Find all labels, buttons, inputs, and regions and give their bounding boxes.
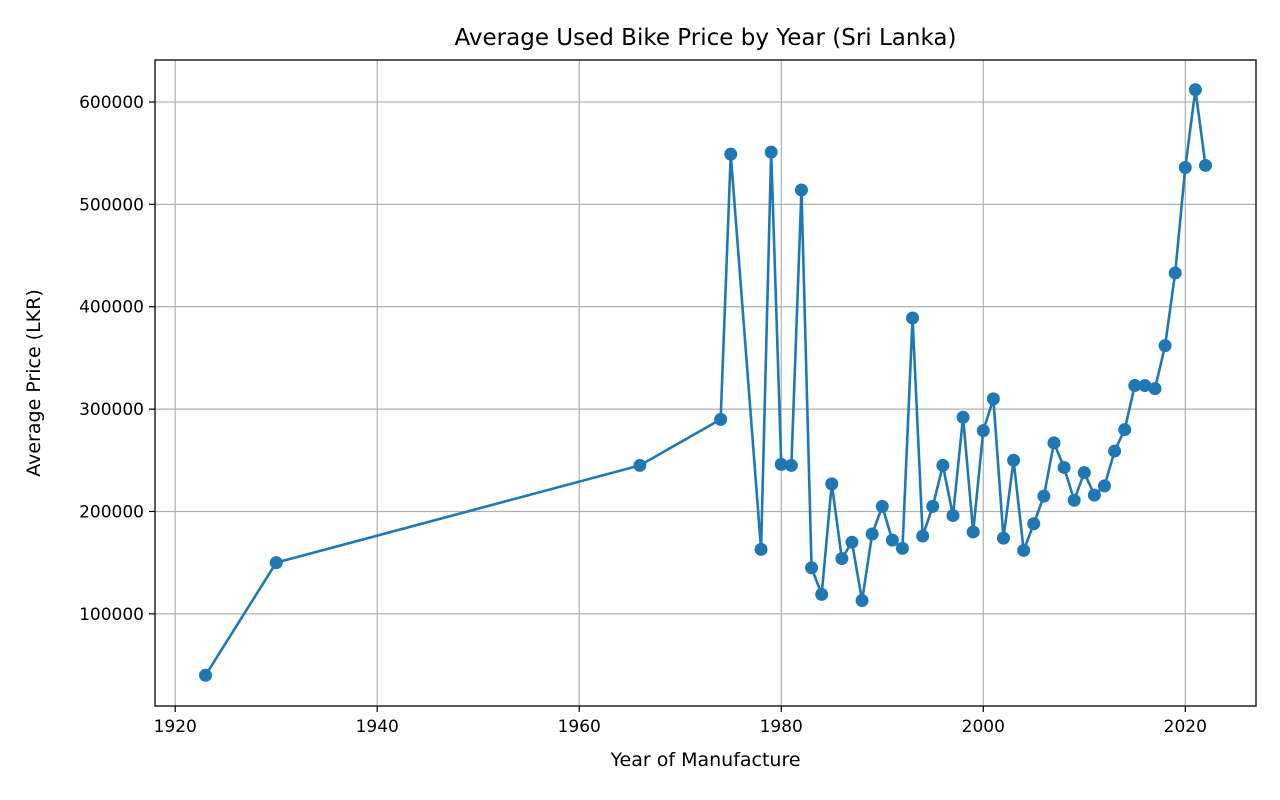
data-point: [1158, 339, 1172, 353]
data-point: [1037, 489, 1051, 503]
x-tick-label: 2000: [962, 717, 1005, 737]
data-point: [754, 542, 768, 556]
data-point: [714, 412, 728, 426]
data-point: [1097, 479, 1111, 493]
data-point: [1047, 436, 1061, 450]
data-point: [916, 529, 930, 543]
data-point: [996, 531, 1010, 545]
data-point: [885, 533, 899, 547]
y-tick-label: 400000: [79, 298, 144, 318]
data-point: [875, 499, 889, 513]
y-tick-label: 200000: [79, 502, 144, 522]
data-point: [1128, 379, 1142, 393]
data-point: [805, 561, 819, 575]
data-point: [1118, 423, 1132, 437]
data-point: [986, 392, 1000, 406]
data-point: [269, 556, 283, 570]
data-point: [1007, 453, 1021, 467]
x-tick-label: 1920: [154, 717, 197, 737]
data-point: [1057, 460, 1071, 474]
data-point: [774, 457, 788, 471]
gridlines: [155, 60, 1256, 706]
data-point: [855, 594, 869, 608]
data-point: [946, 509, 960, 523]
data-point: [815, 587, 829, 601]
x-tick-label: 1960: [558, 717, 601, 737]
x-axis-label: Year of Manufacture: [609, 749, 800, 771]
y-axis-label: Average Price (LKR): [23, 289, 45, 477]
data-point: [976, 424, 990, 438]
data-point: [764, 145, 778, 159]
data-point: [633, 458, 647, 472]
y-tick-label: 600000: [79, 93, 144, 113]
plot-frame: [154, 59, 1257, 707]
data-point: [1077, 466, 1091, 480]
axis-ticks: 1920 1940 1960 1980 2000 2020 100000 200000 3000…: [79, 93, 1207, 737]
data-point: [1198, 158, 1212, 172]
chart-title: Average Used Bike Price by Year (Sri Lan…: [455, 25, 957, 51]
data-point: [906, 311, 920, 325]
data-point: [1138, 379, 1152, 393]
data-point: [1087, 488, 1101, 502]
y-tick-label: 300000: [79, 400, 144, 420]
data-point: [1178, 160, 1192, 174]
data-point: [784, 458, 798, 472]
data-point: [1027, 517, 1041, 531]
series-line: [204, 88, 1207, 676]
data-point: [1067, 493, 1081, 507]
x-tick-label: 1980: [760, 717, 803, 737]
data-point: [1188, 83, 1202, 97]
y-tick-label: 100000: [79, 605, 144, 625]
data-point: [845, 535, 859, 549]
data-point: [825, 477, 839, 491]
data-point: [926, 499, 940, 513]
series-layer: [199, 83, 1212, 682]
data-point: [956, 410, 970, 424]
y-tick-label: 500000: [79, 195, 144, 215]
x-tick-label: 1940: [356, 717, 399, 737]
data-point: [835, 552, 849, 566]
data-point: [865, 527, 879, 541]
data-point: [794, 183, 808, 197]
data-point: [199, 668, 213, 682]
data-point: [1168, 266, 1182, 280]
data-point: [1148, 382, 1162, 396]
x-tick-label: 2020: [1164, 717, 1207, 737]
data-point: [1108, 444, 1122, 458]
data-point: [966, 525, 980, 539]
data-point: [936, 458, 950, 472]
data-point: [724, 147, 738, 161]
data-point: [1017, 543, 1031, 557]
data-point: [895, 541, 909, 555]
